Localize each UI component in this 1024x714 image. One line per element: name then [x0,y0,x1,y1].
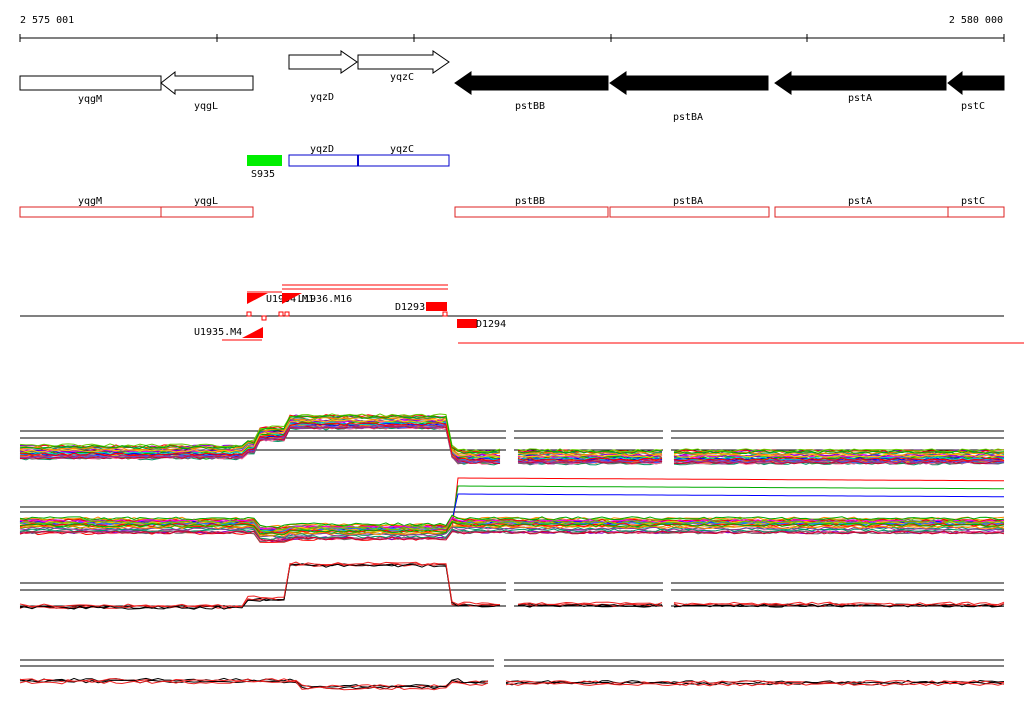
transcript-pstBB-label: pstBB [515,196,545,207]
gene-pstBB-arrow[interactable] [454,71,609,95]
gene-pstA-arrow[interactable] [774,71,947,95]
coordinate-ruler: 2 575 001 2 580 000 [19,15,1005,42]
expression-profile-line [19,422,1005,462]
expression-profile-line [19,530,1005,543]
expression-profile-line [19,414,1005,454]
gene-pstBB-label: pstBB [515,101,545,112]
operon-yqzD-label: yqzD [310,144,334,155]
expression-profile-line [19,680,1005,691]
probe-d1294-label: D1294 [476,319,506,330]
expression-profile-line [19,561,1005,608]
marker-s935[interactable] [247,155,282,166]
transcript-pstC-box[interactable] [947,206,1005,218]
gene-yqgL-arrow[interactable] [160,70,254,96]
ruler-end-label: 2 580 000 [949,15,1003,26]
gene-pstA-label: pstA [848,93,872,104]
expression-profile-line [19,563,1005,610]
expression-profile-line [19,520,1005,533]
gene-yqzD-label: yqzD [310,92,334,103]
probe-track: U1934.M1 U1936.M16 U1935.M4 D1293 D1294 [20,284,1024,344]
transcript-pstBA-box[interactable] [609,206,770,218]
transcript-pstBB-box[interactable] [454,206,609,218]
probe-u1935-label: U1935.M4 [194,327,242,338]
expression-profile-line [19,524,1005,537]
transcript-yqgM-box[interactable] [19,206,162,218]
gene-yqzC-arrow[interactable] [357,50,450,74]
expression-profile-line [19,562,1005,609]
transcript-yqgL-box[interactable] [160,206,254,218]
probe-tick [278,311,284,317]
ruler-start-label: 2 575 001 [20,15,74,26]
transcript-pstA-box[interactable] [774,206,949,218]
gene-yqzD-arrow[interactable] [288,50,358,74]
operon-yqzC-label: yqzC [390,144,414,155]
expression-profile-line [19,563,1005,610]
probe-u1936-marker[interactable] [282,293,302,304]
probe-tick [442,311,448,317]
gene-yqzC-label: yqzC [390,72,414,83]
expression-profile-line [19,416,1005,456]
expression-profile-line [19,514,1005,529]
expression-profile-line [19,679,1005,690]
probe-tick [284,311,290,317]
gene-pstC-label: pstC [961,101,985,112]
gene-track: yqgM yqgL yqzD yqzC pstBB pstBA pstA pst… [19,50,1005,123]
transcript-pstA-label: pstA [848,196,872,207]
transcript-yqgM-label: yqgM [78,196,102,207]
transcript-track: yqgM yqgL pstBB pstBA pstA pstC [19,196,1005,218]
gene-yqgM-arrow[interactable] [19,75,162,91]
expression-profile-line [19,520,1005,535]
gene-pstC-arrow[interactable] [947,70,1005,96]
expression-profile-line [19,415,1005,455]
feature-track: S935 yqzD yqzC [247,144,450,180]
expression-panels [19,413,1005,691]
operon-yqzC-box[interactable] [357,154,450,167]
gene-pstBA-arrow[interactable] [609,71,769,95]
probe-d1293-marker[interactable] [426,302,447,311]
probe-u1935-marker[interactable] [242,327,263,338]
transcript-pstC-label: pstC [961,196,985,207]
probe-tick [246,311,252,317]
expression-profile-line [19,419,1005,459]
probe-d1293-label: D1293 [395,302,425,313]
gene-yqgM-label: yqgM [78,94,102,105]
probe-u1934-marker[interactable] [247,293,268,304]
transcript-pstBA-label: pstBA [673,196,703,207]
gene-yqgL-label: yqgL [194,101,218,112]
operon-yqzD-box[interactable] [288,154,359,167]
probe-tick [261,315,267,321]
gene-pstBA-label: pstBA [673,112,703,123]
transcript-yqgL-label: yqgL [194,196,218,207]
marker-s935-label: S935 [251,169,275,180]
expression-profile-line [19,415,1005,454]
probe-u1936-label: U1936.M16 [298,294,352,305]
probe-d1294-marker[interactable] [457,319,477,328]
